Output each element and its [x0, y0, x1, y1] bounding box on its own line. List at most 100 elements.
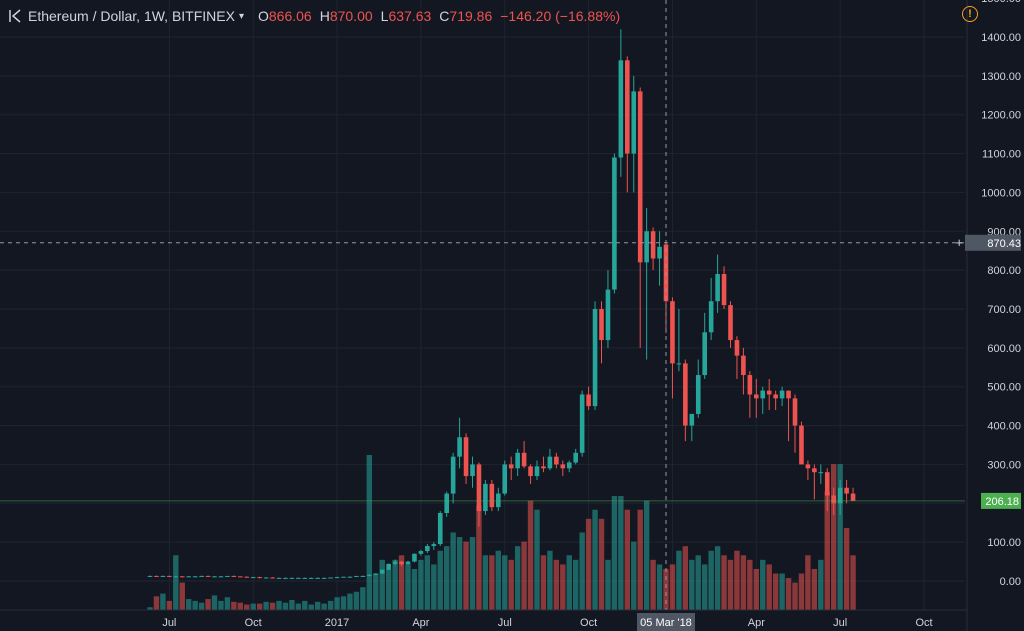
candle-body[interactable]: [418, 551, 424, 554]
candle-body[interactable]: [521, 452, 527, 467]
candle-body[interactable]: [386, 563, 391, 570]
candle-body[interactable]: [766, 390, 772, 395]
candle-body[interactable]: [489, 483, 495, 508]
candle-body[interactable]: [579, 394, 585, 453]
candle-body[interactable]: [431, 544, 437, 547]
candle-body[interactable]: [450, 456, 456, 494]
candle-body[interactable]: [296, 577, 301, 579]
candle-body[interactable]: [276, 577, 282, 579]
candle-body[interactable]: [812, 468, 817, 473]
candle-body[interactable]: [547, 456, 553, 469]
candle-body[interactable]: [154, 575, 159, 577]
candle-body[interactable]: [412, 553, 417, 562]
candle-body[interactable]: [824, 472, 830, 496]
candle-body[interactable]: [167, 575, 172, 577]
candle-body[interactable]: [818, 472, 824, 474]
candle-body[interactable]: [676, 363, 682, 365]
candle-body[interactable]: [496, 493, 501, 508]
candle-body[interactable]: [618, 60, 624, 158]
candle-body[interactable]: [205, 575, 211, 577]
candle-body[interactable]: [315, 577, 320, 579]
candle-body[interactable]: [463, 437, 469, 477]
candle-body[interactable]: [147, 575, 153, 577]
candle-body[interactable]: [444, 493, 449, 513]
candle-body[interactable]: [566, 462, 572, 469]
candle-body[interactable]: [702, 332, 707, 376]
candle-body[interactable]: [502, 464, 508, 494]
candle-body[interactable]: [360, 575, 366, 577]
candle-body[interactable]: [612, 157, 617, 290]
candle-body[interactable]: [831, 495, 836, 504]
candle-body[interactable]: [231, 575, 237, 577]
candle-body[interactable]: [760, 390, 766, 399]
candle-body[interactable]: [186, 576, 191, 578]
candle-body[interactable]: [670, 301, 675, 364]
candle-body[interactable]: [721, 274, 727, 306]
candle-body[interactable]: [354, 575, 359, 577]
candle-body[interactable]: [379, 569, 385, 574]
candle-body[interactable]: [347, 576, 353, 578]
candle-body[interactable]: [476, 464, 482, 512]
candle-body[interactable]: [741, 355, 746, 376]
candle-body[interactable]: [341, 576, 346, 578]
crosshair-plus-icon[interactable]: +: [955, 235, 963, 250]
candle-body[interactable]: [405, 561, 411, 565]
candle-body[interactable]: [554, 456, 559, 465]
candle-body[interactable]: [373, 573, 379, 575]
candle-body[interactable]: [302, 577, 308, 579]
candle-body[interactable]: [425, 546, 430, 552]
candle-body[interactable]: [515, 452, 520, 469]
candle-body[interactable]: [173, 576, 179, 578]
collapse-arrow-icon[interactable]: [8, 9, 22, 23]
candle-body[interactable]: [212, 576, 217, 578]
candle-body[interactable]: [683, 363, 688, 426]
candle-body[interactable]: [508, 464, 514, 469]
candle-body[interactable]: [534, 466, 540, 477]
candle-body[interactable]: [334, 577, 340, 579]
candle-body[interactable]: [734, 340, 740, 356]
candle-body[interactable]: [308, 577, 314, 579]
candle-body[interactable]: [437, 513, 443, 545]
symbol-name[interactable]: Ethereum / Dollar, 1W, BITFINEX: [28, 8, 235, 24]
candle-body[interactable]: [321, 577, 327, 579]
warning-icon[interactable]: !: [962, 6, 978, 22]
candle-body[interactable]: [199, 575, 204, 577]
candle-body[interactable]: [399, 561, 404, 565]
caret-down-icon[interactable]: ▾: [238, 10, 244, 22]
candle-body[interactable]: [631, 91, 637, 154]
candle-body[interactable]: [283, 577, 288, 579]
candle-body[interactable]: [792, 398, 798, 426]
candle-body[interactable]: [805, 464, 811, 469]
candle-body[interactable]: [257, 577, 262, 579]
candle-body[interactable]: [367, 574, 372, 576]
candle-body[interactable]: [457, 437, 462, 457]
candle-body[interactable]: [786, 390, 791, 399]
candle-body[interactable]: [625, 60, 630, 154]
candle-body[interactable]: [225, 575, 230, 577]
candle-body[interactable]: [528, 466, 533, 477]
candle-body[interactable]: [773, 394, 778, 399]
candle-body[interactable]: [850, 493, 856, 501]
candle-body[interactable]: [689, 413, 695, 426]
candle-body[interactable]: [799, 425, 804, 465]
candle-body[interactable]: [605, 289, 611, 341]
candle-body[interactable]: [263, 577, 269, 579]
candle-body[interactable]: [250, 577, 256, 579]
candle-body[interactable]: [695, 375, 701, 414]
candle-body[interactable]: [779, 390, 785, 399]
candle-body[interactable]: [715, 274, 720, 302]
candle-body[interactable]: [644, 231, 649, 263]
candle-body[interactable]: [270, 577, 275, 579]
candle-body[interactable]: [238, 576, 243, 578]
candle-body[interactable]: [747, 375, 753, 395]
candle-body[interactable]: [599, 309, 604, 341]
candle-body[interactable]: [244, 576, 250, 578]
candle-body[interactable]: [592, 309, 598, 407]
candle-body[interactable]: [192, 576, 198, 578]
candle-body[interactable]: [179, 576, 185, 578]
time-axis[interactable]: [0, 610, 967, 631]
candle-body[interactable]: [657, 246, 662, 259]
candle-body[interactable]: [470, 464, 475, 477]
